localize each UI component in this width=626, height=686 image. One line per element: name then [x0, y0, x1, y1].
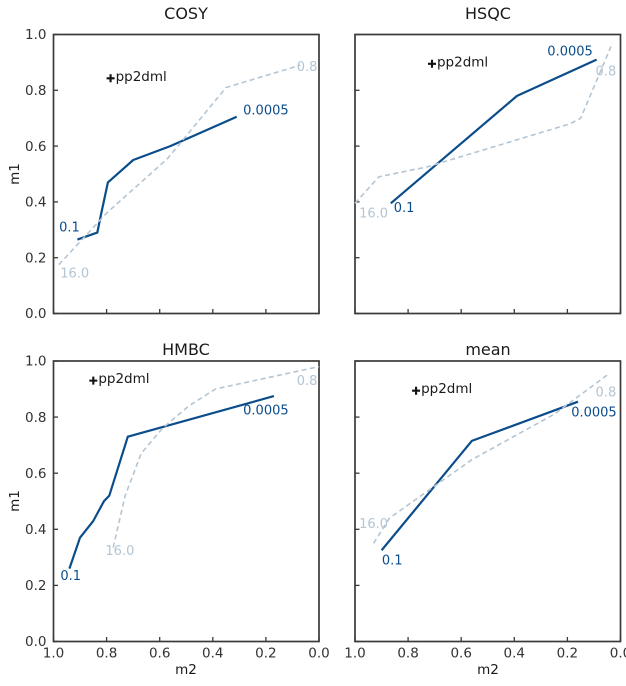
solid-threshold-curve-label: 0.1: [394, 201, 415, 216]
y-tick-label: 0.4: [25, 522, 46, 538]
annotation-label: pp2dml: [116, 69, 167, 85]
solid-threshold-curve: [68, 395, 275, 569]
x-tick-label: 0.8: [96, 646, 117, 662]
plus-marker-icon: [412, 386, 421, 395]
y-tick-label: 0.0: [25, 634, 46, 650]
dashed-baseline-curve-label: 0.8: [596, 64, 617, 79]
plot-title-hsqc: HSQC: [465, 4, 511, 23]
axes-frame: [52, 360, 320, 643]
dashed-baseline-curve-label: 16.0: [359, 207, 388, 222]
dashed-baseline-curve-label: 16.0: [359, 517, 388, 532]
x-tick-label: 0.6: [149, 646, 170, 662]
solid-threshold-curve: [390, 58, 598, 205]
x-axis-label-left: m2: [175, 662, 197, 678]
dashed-baseline-curve-label: 16.0: [60, 267, 89, 282]
x-tick-label: 1.0: [344, 646, 365, 662]
plus-marker-icon: [89, 376, 98, 385]
dashed-baseline-curve-label: 0.8: [596, 385, 617, 400]
y-tick-label: 0.2: [25, 578, 46, 594]
dashed-baseline-curve: [112, 365, 320, 548]
x-tick-label: 0.0: [308, 646, 329, 662]
solid-threshold-curve-label: 0.1: [60, 569, 81, 584]
solid-threshold-curve-label: 0.0005: [571, 406, 617, 421]
annotation-label: pp2dml: [421, 381, 472, 397]
solid-threshold-curve: [77, 115, 238, 241]
y-axis-label-bottom: m1: [7, 490, 23, 512]
plus-marker-icon: [106, 74, 115, 83]
subplot-HMBC: 1.0 0.8 0.6 0.4 0.2 0.0 0.0 0.2 0.4 0.6 0.8 1.0 0.1 0…: [25, 354, 330, 662]
dashed-baseline-curve: [354, 42, 614, 204]
solid-threshold-curve-label: 0.1: [59, 221, 80, 236]
axes-frame: [354, 360, 622, 643]
y-tick-label: 0.0: [25, 306, 46, 322]
plot-title-mean: mean: [465, 340, 511, 359]
x-tick-label: 1.0: [43, 646, 64, 662]
y-axis-label-top: m1: [7, 163, 23, 185]
x-tick-label: 0.8: [397, 646, 418, 662]
dashed-baseline-curve: [58, 64, 301, 266]
y-tick-label: 0.2: [25, 250, 46, 266]
subplot-COSY: 0.0 0.2 0.4 0.6 0.8 1.0 0.1 0.0005 16.0 0.8 pp2dml: [25, 27, 320, 322]
x-tick-label: 0.2: [255, 646, 276, 662]
solid-threshold-curve-label: 0.0005: [547, 45, 593, 60]
plot-title-cosy: COSY: [164, 4, 208, 23]
annotation-label: pp2dml: [98, 371, 149, 387]
annotation-label: pp2dml: [437, 54, 488, 70]
axes-frame: [354, 33, 622, 315]
solid-threshold-curve: [380, 400, 579, 551]
dashed-baseline-curve-label: 0.8: [297, 60, 318, 75]
dashed-baseline-curve: [372, 372, 611, 544]
y-tick-label: 1.0: [25, 354, 46, 370]
x-tick-label: 0.4: [504, 646, 525, 662]
x-tick-label: 0.0: [610, 646, 626, 662]
y-tick-label: 0.8: [25, 410, 46, 426]
dashed-baseline-curve-label: 16.0: [105, 544, 134, 559]
x-tick-label: 0.4: [202, 646, 223, 662]
subplot-mean: 1.0 0.8 0.6 0.4 0.2 0.0 0.1 0.0005 16.0 0.8 pp2dml: [344, 360, 626, 662]
solid-threshold-curve-label: 0.1: [382, 554, 403, 569]
axes-frame: [52, 33, 320, 315]
x-tick-label: 0.6: [450, 646, 471, 662]
plus-marker-icon: [427, 59, 436, 68]
solid-threshold-curve-label: 0.0005: [243, 404, 289, 419]
solid-threshold-curve-label: 0.0005: [243, 103, 289, 118]
subplot-HSQC: 0.1 0.0005 16.0 0.8 pp2dml: [354, 33, 622, 315]
y-tick-label: 0.4: [25, 195, 46, 211]
dashed-baseline-curve-label: 0.8: [297, 374, 318, 389]
x-tick-label: 0.2: [557, 646, 578, 662]
x-axis-label-right: m2: [477, 662, 499, 678]
y-tick-label: 0.8: [25, 83, 46, 99]
plot-title-hmbc: HMBC: [162, 340, 210, 359]
y-tick-label: 0.6: [25, 139, 46, 155]
y-tick-label: 0.6: [25, 466, 46, 482]
y-tick-label: 1.0: [25, 27, 46, 43]
